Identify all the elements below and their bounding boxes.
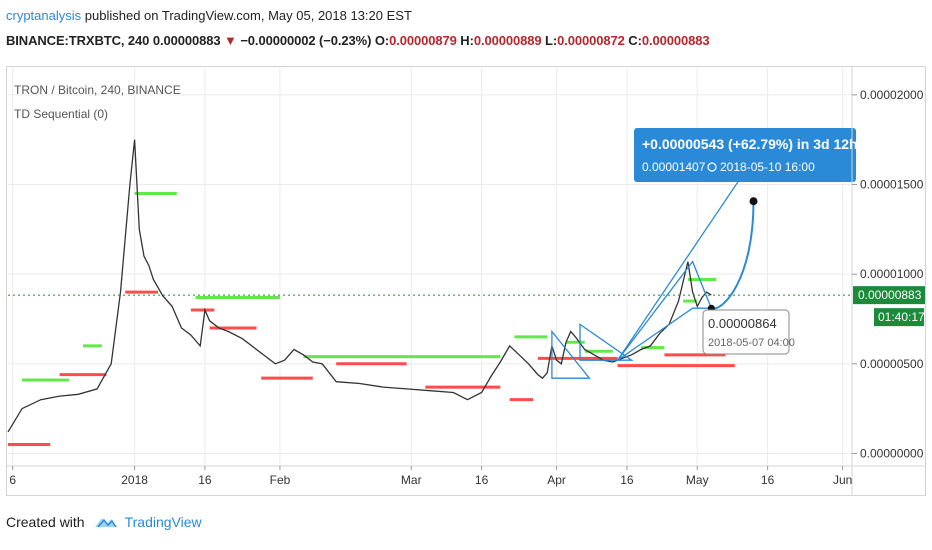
- x-tick-label: 16: [761, 473, 775, 487]
- publish-text: published on TradingView.com, May 05, 20…: [84, 8, 412, 23]
- close-value: 0.00000883: [641, 33, 710, 48]
- last-price: 0.00000883: [152, 33, 221, 48]
- price-series-line: [7, 139, 712, 433]
- y-tick-label: 0.00001000: [860, 267, 924, 281]
- price-chart[interactable]: +0.00000543 (+62.79%) in 3d 12h 0.0000140…: [6, 66, 926, 496]
- tradingview-link[interactable]: TradingView: [124, 514, 202, 530]
- high-label: H:: [460, 33, 474, 48]
- author-link[interactable]: cryptanalysis: [6, 8, 82, 23]
- footer: Created with TradingView: [6, 513, 202, 531]
- open-value: 0.00000879: [389, 33, 457, 48]
- x-tick-label: 6: [9, 473, 16, 487]
- close-label: C:: [628, 33, 642, 48]
- x-tick-label: Feb: [270, 473, 291, 487]
- price-change: −0.00000002 (−0.23%): [240, 33, 372, 48]
- countdown-timer: 01:40:17: [878, 310, 925, 324]
- y-tick-label: 0.00001500: [860, 178, 924, 192]
- x-tick-label: 16: [198, 473, 212, 487]
- y-tick-label: 0.00000000: [860, 446, 924, 460]
- point-tooltip-value: 0.00000864: [708, 316, 777, 331]
- created-with-text: Created with: [6, 514, 85, 530]
- projection-curve: [711, 201, 755, 310]
- indicator-label[interactable]: TD Sequential (0): [14, 107, 108, 121]
- x-tick-label: 16: [475, 473, 489, 487]
- pattern-triangle: [551, 329, 591, 379]
- projection-label-box: [634, 128, 856, 182]
- projection-target-value: 0.00001407: [642, 160, 706, 174]
- x-tick-label: Mar: [401, 473, 422, 487]
- y-tick-label: 0.00002000: [860, 88, 924, 102]
- low-label: L:: [545, 33, 558, 48]
- y-tick-label: 0.00000500: [860, 357, 924, 371]
- open-label: O:: [374, 33, 390, 48]
- countdown-tag: [874, 308, 924, 327]
- publish-info: cryptanalysis published on TradingView.c…: [6, 8, 412, 23]
- low-value: 0.00000872: [557, 33, 625, 48]
- point-tooltip-box: [702, 309, 790, 355]
- chart-frame[interactable]: +0.00000543 (+62.79%) in 3d 12h 0.0000140…: [6, 66, 926, 496]
- projection-change-label: +0.00000543 (+62.79%) in 3d 12h: [642, 136, 858, 152]
- projection-target-date: 2018-05-10 16:00: [720, 160, 815, 174]
- current-price-tag: [853, 286, 925, 305]
- x-tick-label: 2018: [121, 473, 148, 487]
- high-value: 0.00000889: [473, 33, 542, 48]
- current-price-label: 0.00000883: [858, 288, 922, 302]
- tradingview-logo-icon: [94, 518, 117, 528]
- x-tick-label: Jun: [833, 473, 852, 487]
- x-tick-label: 16: [620, 473, 634, 487]
- clock-icon: [707, 162, 717, 172]
- symbol-name: BINANCE:TRXBTC, 240: [6, 33, 150, 48]
- point-tooltip-date: 2018-05-07 04:00: [708, 337, 795, 349]
- chart-title: TRON / Bitcoin, 240, BINANCE: [14, 83, 181, 97]
- symbol-bar: BINANCE:TRXBTC, 240 0.00000883 ▼ −0.0000…: [6, 33, 710, 48]
- x-tick-label: Apr: [547, 473, 566, 487]
- x-tick-label: May: [686, 473, 709, 487]
- target-point: [749, 197, 758, 206]
- pattern-triangle: [579, 323, 634, 361]
- down-triangle-icon: ▼: [224, 33, 237, 48]
